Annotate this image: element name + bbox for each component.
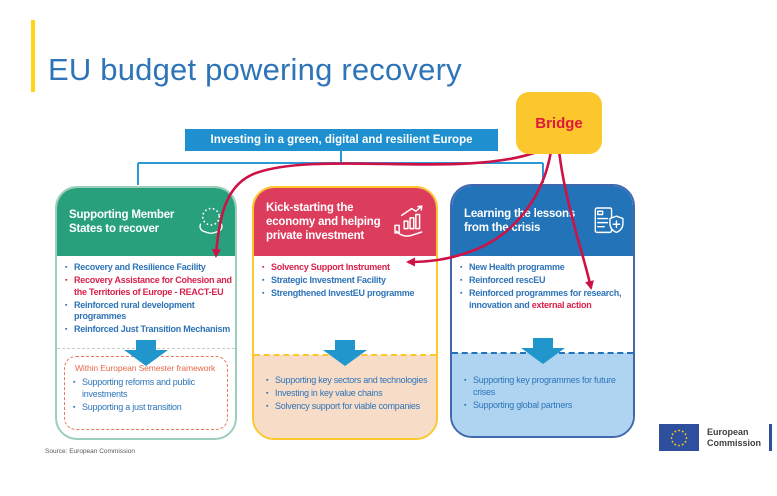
column-supporting-member-states: Supporting Member States to recover ▪ Rec… bbox=[55, 186, 237, 440]
column2-title: Kick-starting the economy and helping pr… bbox=[266, 201, 381, 242]
bullet-item: ▪ Solvency Support Instrument bbox=[262, 262, 390, 272]
source-note: Source: European Commission bbox=[45, 448, 135, 455]
bullet-item: ▪ Supporting reforms and public investmen… bbox=[73, 377, 195, 399]
column2-header: Kick-starting the economy and helping pr… bbox=[254, 188, 436, 256]
eu-flag-icon bbox=[659, 424, 699, 451]
bullet-item: ▪ Reinforced Just Transition Mechanism bbox=[65, 324, 231, 334]
bullet-item: ▪ New Health programme bbox=[460, 262, 565, 272]
banner: Investing in a green, digital and resili… bbox=[185, 129, 498, 151]
bridge-box: Bridge bbox=[516, 92, 602, 154]
column3-down-arrow bbox=[520, 338, 565, 364]
bullet-item: ▪ Reinforced rural development programmes bbox=[65, 299, 195, 322]
column1-header: Supporting Member States to recover bbox=[57, 188, 235, 256]
hands-holding-eu-stars-icon bbox=[199, 207, 223, 234]
logo-divider-bar bbox=[769, 424, 773, 451]
column3-header: Learning the lessons from the crisis bbox=[452, 186, 633, 256]
logo-line2: Commission bbox=[707, 437, 762, 448]
hand-growth-chart-icon bbox=[394, 205, 423, 237]
bullet-item: ▪ Investing in key value chains bbox=[266, 388, 383, 398]
column2-bullets: ▪ Solvency Support Instrument ▪ Strategic I… bbox=[254, 256, 436, 300]
bullet-item: ▪ Reinforced rescEU bbox=[460, 275, 546, 285]
bullet-item: ▪ Strategic Investment Facility bbox=[262, 275, 386, 285]
column3-title: Learning the lessons from the crisis bbox=[464, 207, 576, 234]
column2-down-arrow bbox=[323, 340, 367, 366]
bridge-label: Bridge bbox=[535, 114, 583, 132]
bullet-item: ▪ Supporting global partners bbox=[464, 399, 573, 410]
column1-down-arrow bbox=[124, 340, 168, 366]
bullet-item: ▪ Solvency support for viable companies bbox=[266, 401, 420, 411]
column1-title: Supporting Member States to recover bbox=[69, 208, 175, 235]
semester-framework-box: Within European Semester framework ▪ Supp… bbox=[64, 356, 228, 430]
bullet-item: ▪ Reinforced programmes for research, inn… bbox=[460, 288, 622, 310]
column-learning-lessons: Learning the lessons from the crisis ▪ Ne… bbox=[450, 184, 635, 438]
european-commission-label: European Commission bbox=[707, 427, 761, 448]
bullet-item: ▪ Recovery Assistance for Cohesion and th… bbox=[65, 275, 232, 297]
bullet-item: ▪ Supporting key sectors and technologies bbox=[266, 375, 428, 385]
column-kick-starting-economy: Kick-starting the economy and helping pr… bbox=[252, 186, 438, 440]
banner-label: Investing in a green, digital and resili… bbox=[210, 134, 473, 146]
bullet-item: ▪ Strengthened InvestEU programme bbox=[262, 288, 415, 298]
semester-framework-title: Within European Semester framework bbox=[75, 363, 216, 373]
column1-bullets: ▪ Recovery and Resilience Facility ▪ Recove… bbox=[57, 256, 235, 336]
health-report-shield-icon bbox=[594, 207, 624, 234]
blue-tree-connector bbox=[137, 150, 544, 185]
bullet-item: ▪ Recovery and Resilience Facility bbox=[65, 262, 206, 272]
column2-outcomes: ▪ Supporting key sectors and technologies… bbox=[254, 355, 436, 438]
bullet-item: ▪ Supporting a just transition bbox=[73, 401, 182, 412]
bullet-item: ▪ Supporting key programmes for future cr… bbox=[464, 375, 616, 397]
european-commission-logo: European Commission bbox=[659, 424, 773, 451]
page-title: EU budget powering recovery bbox=[48, 52, 462, 87]
column3-bullets: ▪ New Health programme ▪ Reinforced rescEU ▪… bbox=[452, 256, 633, 311]
column3-outcomes: ▪ Supporting key programmes for future cr… bbox=[452, 353, 633, 436]
title-accent-bar bbox=[31, 20, 35, 92]
logo-line1: European bbox=[707, 427, 749, 438]
